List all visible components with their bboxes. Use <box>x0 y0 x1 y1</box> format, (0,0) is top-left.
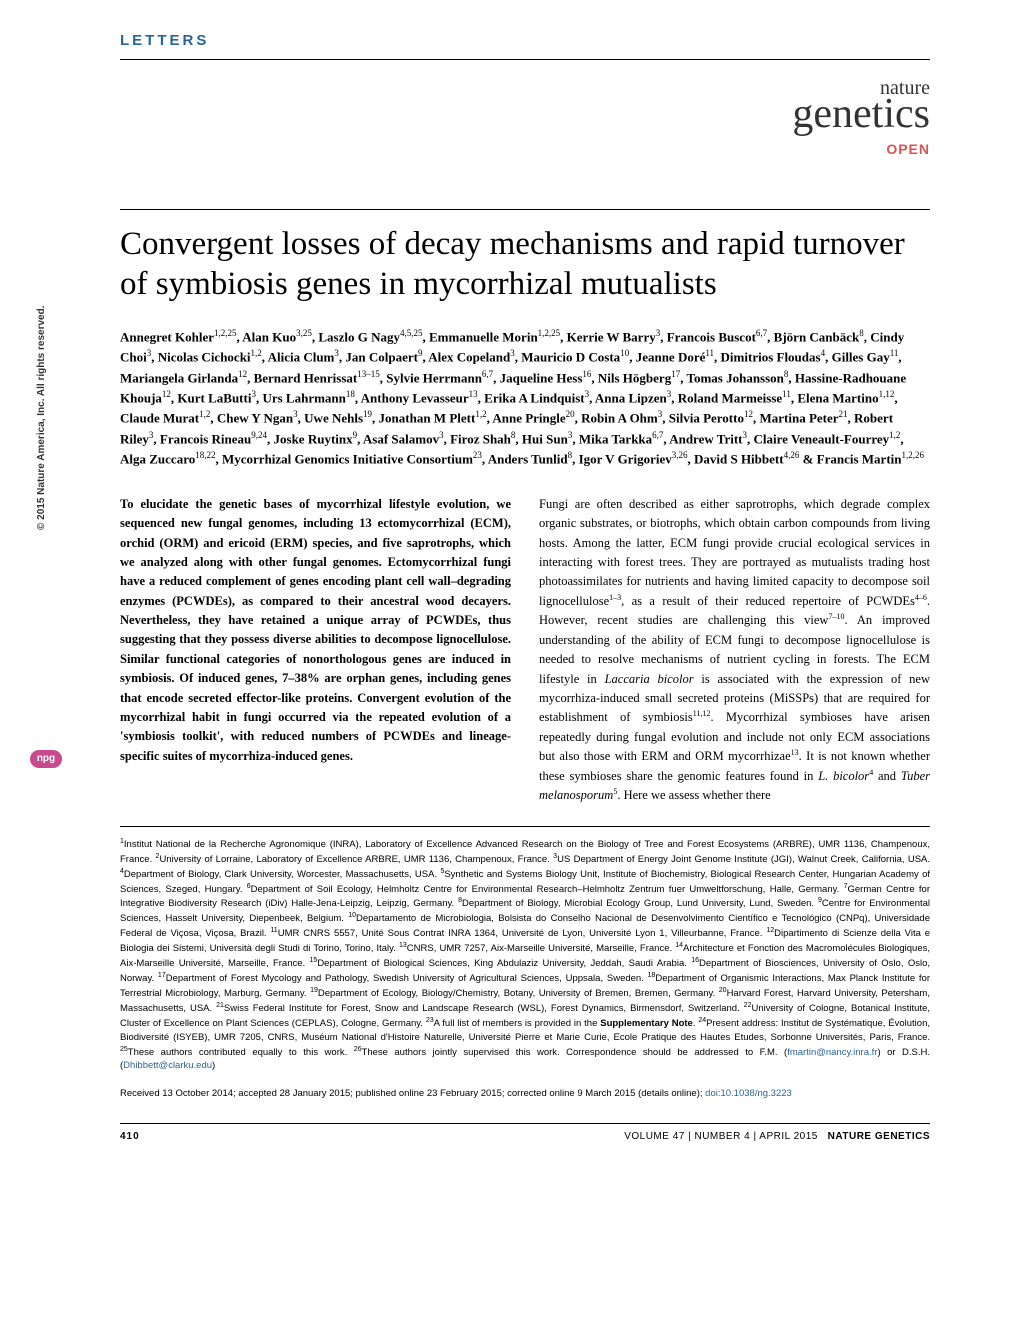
received-line: Received 13 October 2014; accepted 28 Ja… <box>120 1087 930 1100</box>
journal-logo: nature genetics <box>120 80 930 134</box>
affiliations: 1Institut National de la Recherche Agron… <box>120 826 930 1073</box>
journal-reference: VOLUME 47 | NUMBER 4 | APRIL 2015 NATURE… <box>624 1130 930 1144</box>
body-columns: To elucidate the genetic bases of mycorr… <box>120 495 930 806</box>
npg-badge: npg <box>30 750 62 768</box>
author-list: Annegret Kohler1,2,25, Alan Kuo3,25, Las… <box>120 327 930 470</box>
received-text: Received 13 October 2014; accepted 28 Ja… <box>120 1088 705 1099</box>
copyright-sidebar: © 2015 Nature America, Inc. All rights r… <box>35 305 49 530</box>
title-rule <box>120 209 930 210</box>
page-number: 410 <box>120 1130 140 1144</box>
logo-line2: genetics <box>120 96 930 134</box>
body-column-2: Fungi are often described as either sapr… <box>539 495 930 806</box>
doi-link[interactable]: doi:10.1038/ng.3223 <box>705 1088 792 1099</box>
abstract-column: To elucidate the genetic bases of mycorr… <box>120 495 511 806</box>
page-footer: 410 VOLUME 47 | NUMBER 4 | APRIL 2015 NA… <box>120 1123 930 1144</box>
open-access-badge: OPEN <box>120 140 930 160</box>
section-label: LETTERS <box>120 30 930 60</box>
article-title: Convergent losses of decay mechanisms an… <box>120 225 930 304</box>
journal-page: LETTERS nature genetics OPEN Convergent … <box>0 0 1020 1174</box>
